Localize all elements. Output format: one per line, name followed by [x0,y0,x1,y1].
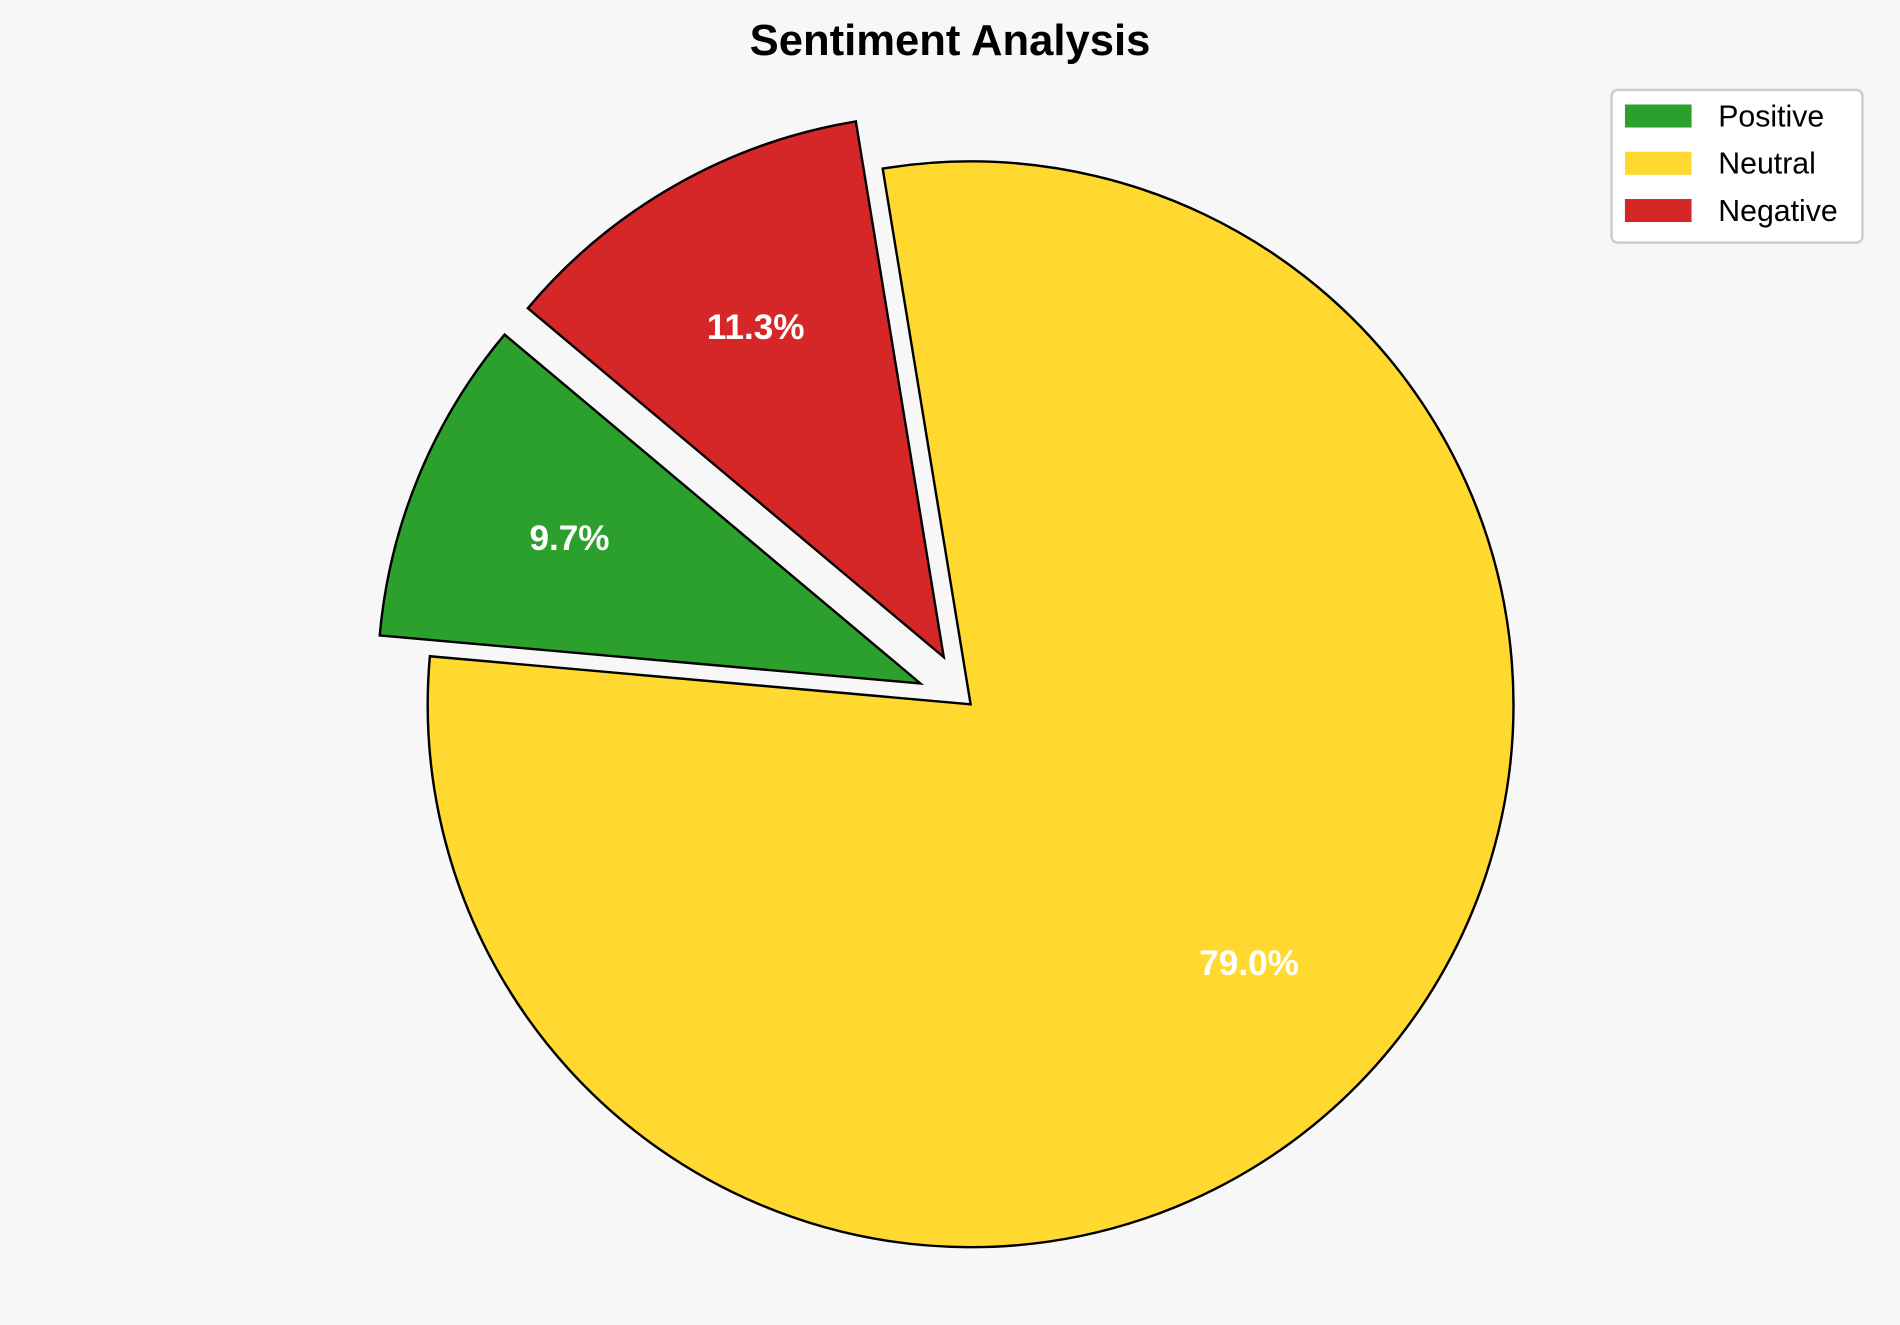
legend-label-neutral: Neutral [1718,148,1816,181]
wedges [378,120,1515,1249]
legend-swatch-neutral [1624,151,1692,175]
legend: Positive Neutral Negative [1610,88,1864,244]
percent-labels: 9.7% 79.0% 11.3% [529,308,1298,983]
legend-label-negative: Negative [1718,195,1838,228]
legend-swatch-positive [1624,104,1692,128]
percent-label-positive: 9.7% [529,519,609,558]
wedge-positive [378,332,925,686]
chart-title: Sentiment Analysis [750,17,1151,65]
legend-label-positive: Positive [1718,100,1824,133]
wedge-negative [526,120,946,661]
wedge-neutral [426,160,1515,1249]
percent-label-negative: 11.3% [707,308,805,347]
legend-swatch-negative [1624,199,1692,223]
percent-label-neutral: 79.0% [1199,944,1299,983]
